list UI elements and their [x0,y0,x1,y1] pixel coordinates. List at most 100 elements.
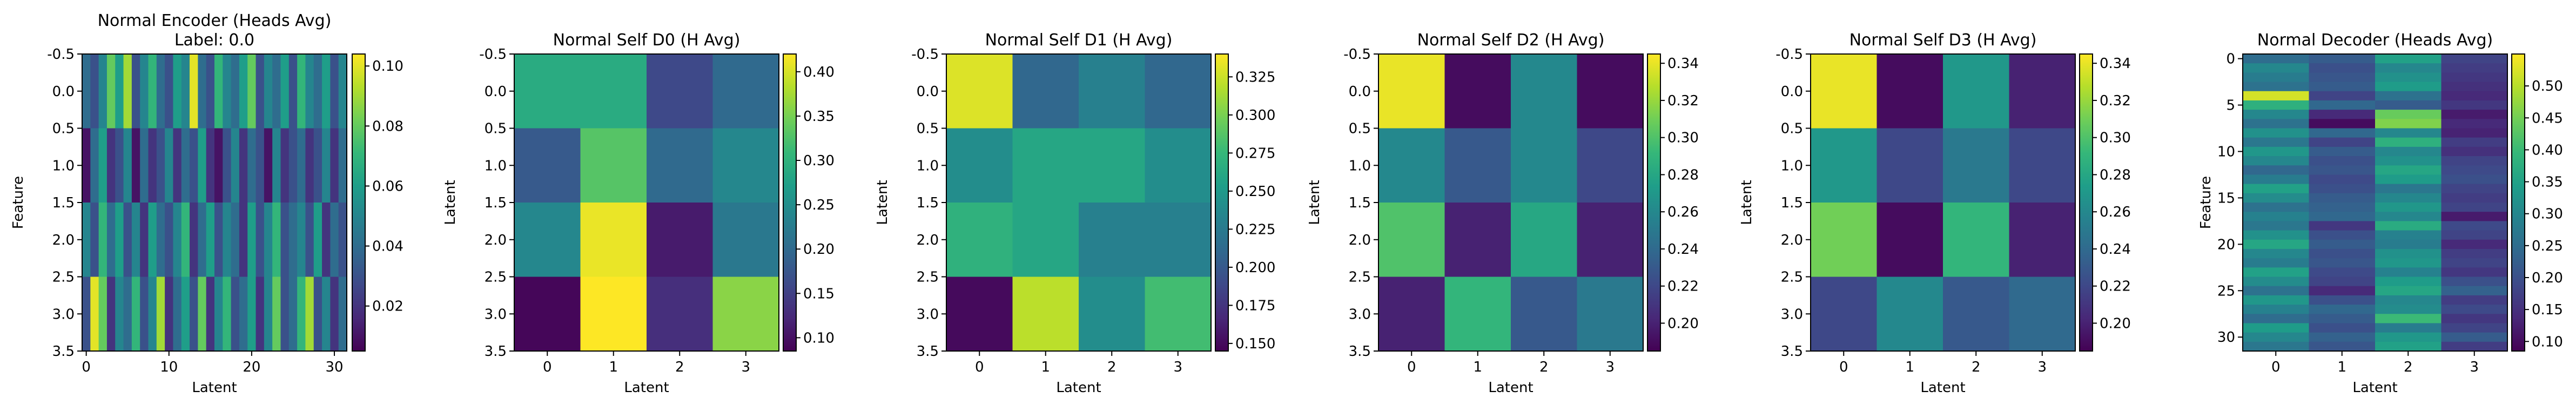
heatmap-cell [2309,295,2376,305]
heatmap-cell [165,203,174,278]
heatmap-cell [1444,203,1511,278]
y-tick-label: 3.5 [1349,343,1371,360]
y-tick-label: 1.5 [485,195,507,211]
heatmap-cell [2243,323,2310,333]
heatmap-panel-1: 0 1 2 3 -0.5 0.0 0.5 1.0 1.5 2.0 2.5 3.0 3.5 Latent La… [442,31,835,396]
heatmap-cell [647,203,714,278]
heatmap-cell [131,54,140,129]
heatmap-cell [1012,54,1079,129]
heatmap-cell [2441,156,2508,166]
heatmap-cell [2309,323,2376,333]
heatmap-cell [2309,146,2376,157]
y-axis-label: Latent [1307,180,1323,225]
heatmap-cell [2441,248,2508,259]
x-tick-label: 3 [1173,359,1182,375]
heatmap-cell [1444,277,1511,352]
colorbar-tick-label: 0.10 [2532,334,2563,350]
heatmap-cell [2375,165,2442,176]
y-tick-label: 2.5 [52,269,75,286]
heatmap-cell [2243,91,2310,101]
y-tick-label: 1.5 [917,195,939,211]
heatmap-cell [2243,258,2310,268]
heatmap-cell [165,128,174,203]
y-axis-label: Latent [875,180,891,225]
heatmap-cell [140,277,149,352]
heatmap-cell [2441,332,2508,342]
heatmap-cell [2243,54,2310,64]
heatmap-cell [2309,63,2376,73]
heatmap-cell [2441,295,2508,305]
heatmap-cell [2243,332,2310,342]
heatmap-cell [514,128,581,203]
heatmap-cell [280,54,290,129]
x-tick-label: 2 [1539,359,1549,375]
heatmap-cell [2243,212,2310,221]
colorbar-tick-label: 0.26 [2100,204,2131,220]
heatmap-cell [272,128,281,203]
heatmap-cell [2375,54,2442,64]
heatmap-cell [338,128,347,203]
heatmap-cell [305,203,314,278]
colorbar-tick-label: 0.175 [1235,298,1275,314]
heatmap-cell [90,277,99,352]
heatmap-cell [239,203,248,278]
heatmap-cell [2441,286,2508,296]
x-tick-label: 2 [1107,359,1117,375]
heatmap-cell [313,128,322,203]
y-tick-label: 2.0 [1781,232,1803,248]
heatmap-cell [2375,323,2442,333]
colorbar-tick-label: 0.40 [2532,142,2563,158]
heatmap-cell [2441,239,2508,250]
heatmap-cell [580,277,647,352]
heatmap-cell [2243,239,2310,250]
heatmap-cell [2441,323,2508,333]
heatmap-cell [223,277,232,352]
colorbar-tick-label: 0.06 [372,178,403,194]
x-tick-label: 0 [543,359,552,375]
heatmap-cell [123,54,132,129]
colorbar-tick-label: 0.20 [1667,315,1699,332]
heatmap-panel-4: 0 1 2 3 -0.5 0.0 0.5 1.0 1.5 2.0 2.5 3.0 3.5 Latent La… [1739,31,2131,396]
heatmap-cell [580,128,647,203]
colorbar-tick-label: 0.28 [2100,167,2131,183]
colorbar-tick-label: 0.250 [1235,184,1275,200]
heatmap-cell [198,54,207,129]
heatmap-cell [514,203,581,278]
chart-title: Normal Self D2 (H Avg) [1417,31,1605,50]
heatmap-cell [2243,119,2310,129]
heatmap-cell [90,54,99,129]
heatmap-cell [2243,221,2310,231]
heatmap-cell [2309,258,2376,268]
heatmap-cell [2243,72,2310,83]
heatmap-cell [231,54,240,129]
heatmap-cell [2375,305,2442,314]
heatmap-cell [647,277,714,352]
y-tick-label: 1.0 [485,158,507,174]
colorbar-frame [1647,53,1661,352]
chart-title: Label: 0.0 [174,31,254,50]
heatmap-cell [98,128,107,203]
y-tick-label: 2.0 [485,232,507,248]
heatmap-cell [2441,174,2508,185]
y-tick-label: 10 [2217,144,2235,160]
heatmap-cell [1444,128,1511,203]
heatmap-cell [131,203,140,278]
heatmap-cell [214,203,223,278]
heatmap-cell [181,277,190,352]
colorbar-tick-label: 0.24 [2100,241,2131,258]
heatmap-cell [2243,286,2310,296]
x-tick-label: 1 [1473,359,1482,375]
heatmap-cell [2441,341,2508,352]
heatmap-cell [280,277,290,352]
y-tick-label: 0.0 [1781,84,1803,100]
heatmap-cell [712,54,779,129]
heatmap-cell [305,277,314,352]
heatmap-cell [2243,203,2310,212]
heatmap-cell [2309,239,2376,250]
heatmap-cell [255,128,265,203]
heatmap-cell [2243,341,2310,352]
heatmap-cell [206,54,215,129]
